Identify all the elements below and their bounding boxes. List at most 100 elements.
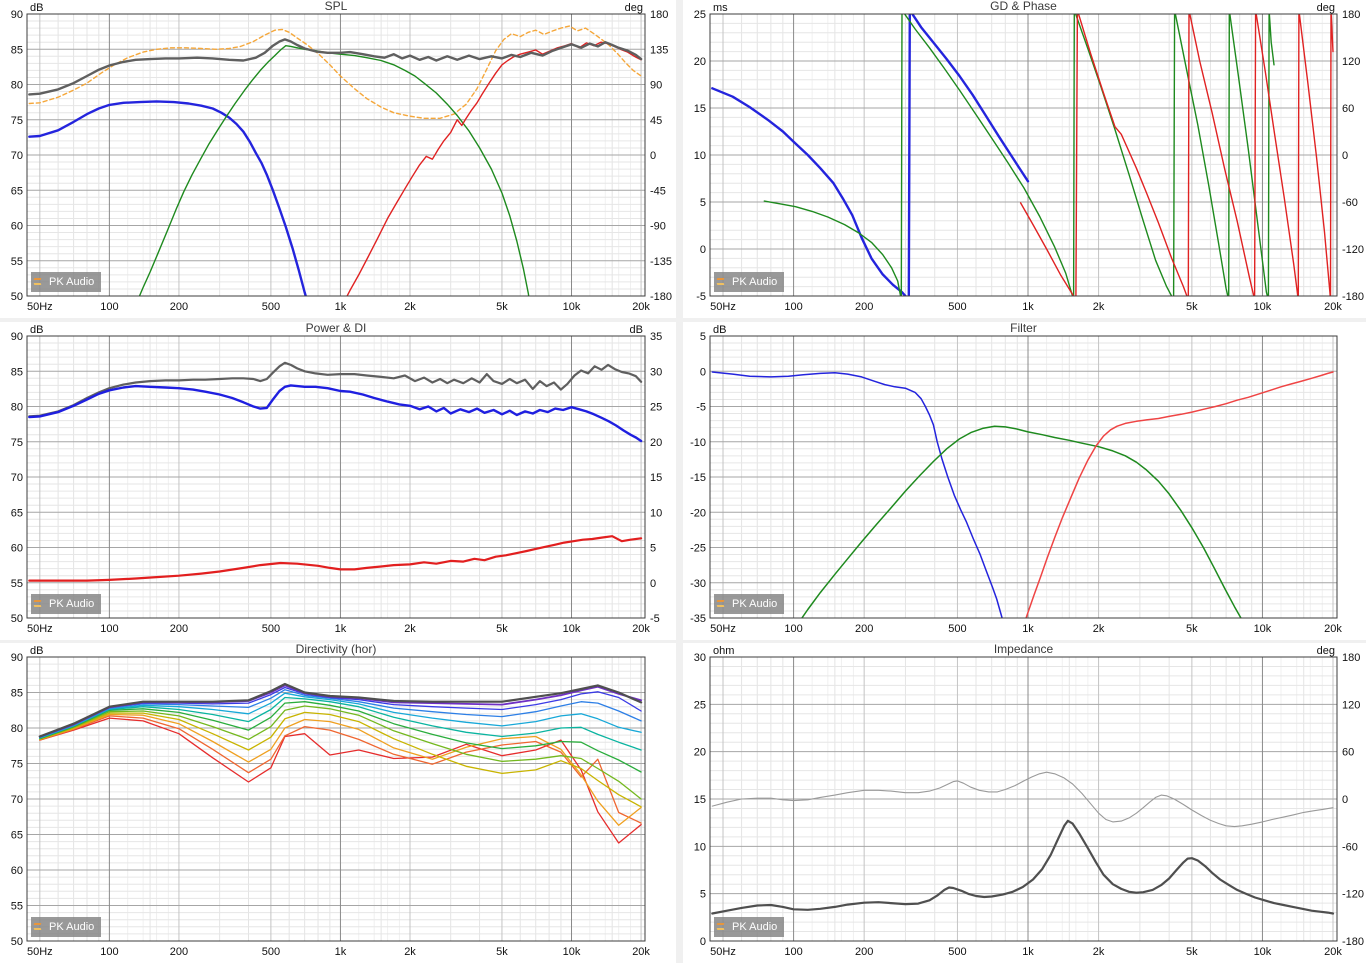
- svg-text:15: 15: [694, 103, 706, 115]
- filter-chart-panel: 5 0 -5 -10 -15 -20 -25 -30 -35 50Hz 100 200 500 1k 2k 5…: [683, 322, 1366, 640]
- pk-audio-logo-icon: [33, 598, 45, 610]
- svg-text:-5: -5: [696, 291, 706, 303]
- svg-text:0: 0: [700, 244, 706, 256]
- svg-text:5: 5: [700, 331, 706, 343]
- watermark-label: PK Audio: [732, 921, 778, 933]
- svg-text:-25: -25: [690, 543, 706, 555]
- svg-text:100: 100: [100, 623, 118, 635]
- svg-text:75: 75: [11, 115, 23, 127]
- svg-text:SPL: SPL: [325, 0, 348, 13]
- directivity-chart: 90 85 80 75 70 65 60 55 50 50Hz 100 200 500 1k 2k 5k 10k…: [11, 643, 651, 958]
- watermark-label: PK Audio: [732, 598, 778, 610]
- watermark: PK Audio: [714, 272, 785, 292]
- svg-text:500: 500: [948, 301, 966, 313]
- svg-text:20k: 20k: [632, 623, 650, 635]
- svg-text:-60: -60: [1342, 841, 1358, 853]
- svg-text:0: 0: [650, 150, 656, 162]
- svg-text:100: 100: [784, 623, 802, 635]
- svg-text:60: 60: [1342, 747, 1354, 759]
- svg-text:90: 90: [650, 80, 662, 92]
- impedance-chart-panel: 30 180 25 120 20 60 15 0 10 -60 5 -120 0 -180 50Hz 100 2…: [683, 643, 1366, 963]
- svg-text:20: 20: [694, 747, 706, 759]
- svg-text:dB: dB: [30, 324, 43, 336]
- svg-text:0: 0: [1342, 794, 1348, 806]
- directivity-chart-panel: 90 85 80 75 70 65 60 55 50 50Hz 100 200 500 1k 2k 5k 10k…: [0, 643, 676, 963]
- svg-text:GD & Phase: GD & Phase: [990, 0, 1057, 13]
- svg-text:2k: 2k: [404, 946, 416, 958]
- svg-text:85: 85: [11, 366, 23, 378]
- svg-text:deg: deg: [1317, 2, 1335, 14]
- svg-text:30: 30: [694, 652, 706, 664]
- watermark: PK Audio: [31, 272, 102, 292]
- svg-text:55: 55: [11, 901, 23, 913]
- svg-text:20k: 20k: [632, 946, 650, 958]
- svg-text:10: 10: [650, 507, 662, 519]
- svg-text:100: 100: [100, 301, 118, 313]
- watermark: PK Audio: [31, 917, 102, 937]
- svg-text:50: 50: [11, 936, 23, 948]
- svg-text:65: 65: [11, 507, 23, 519]
- svg-text:dB: dB: [30, 645, 43, 657]
- svg-text:65: 65: [11, 830, 23, 842]
- svg-text:100: 100: [100, 946, 118, 958]
- svg-text:120: 120: [1342, 56, 1360, 68]
- svg-text:10k: 10k: [1254, 623, 1272, 635]
- pk-audio-logo-icon: [33, 276, 45, 288]
- svg-text:1k: 1k: [1022, 301, 1034, 313]
- svg-text:90: 90: [11, 331, 23, 343]
- svg-text:100: 100: [784, 301, 802, 313]
- svg-text:20k: 20k: [1324, 301, 1342, 313]
- svg-text:50Hz: 50Hz: [710, 623, 736, 635]
- svg-text:55: 55: [11, 578, 23, 590]
- svg-text:500: 500: [262, 623, 280, 635]
- svg-text:1k: 1k: [1022, 623, 1034, 635]
- svg-text:60: 60: [11, 865, 23, 877]
- svg-text:180: 180: [1342, 9, 1360, 21]
- pk-audio-logo-icon: [716, 921, 728, 933]
- svg-text:20: 20: [650, 437, 662, 449]
- svg-text:5k: 5k: [496, 301, 508, 313]
- svg-text:ms: ms: [713, 2, 728, 14]
- watermark: PK Audio: [714, 917, 785, 937]
- svg-text:70: 70: [11, 150, 23, 162]
- svg-text:dB: dB: [630, 324, 643, 336]
- svg-text:Impedance: Impedance: [994, 643, 1054, 656]
- svg-text:10: 10: [694, 150, 706, 162]
- svg-text:35: 35: [650, 331, 662, 343]
- svg-text:85: 85: [11, 688, 23, 700]
- svg-text:25: 25: [650, 402, 662, 414]
- svg-text:20k: 20k: [632, 301, 650, 313]
- svg-text:180: 180: [650, 9, 668, 21]
- svg-text:Filter: Filter: [1010, 322, 1037, 335]
- svg-text:50Hz: 50Hz: [710, 301, 736, 313]
- svg-text:500: 500: [948, 946, 966, 958]
- svg-text:ohm: ohm: [713, 645, 734, 657]
- svg-text:200: 200: [170, 623, 188, 635]
- svg-text:200: 200: [855, 623, 873, 635]
- svg-text:-180: -180: [650, 291, 672, 303]
- spl-chart-panel: 90 180 85 135 80 90 75 45 70 0 65 -45 60 -90 55 -135 50 -…: [0, 0, 676, 318]
- svg-text:85: 85: [11, 44, 23, 56]
- svg-text:15: 15: [694, 794, 706, 806]
- impedance-chart: 30 180 25 120 20 60 15 0 10 -60 5 -120 0 -180 50Hz 100 2…: [694, 643, 1364, 958]
- svg-text:-45: -45: [650, 185, 666, 197]
- svg-text:180: 180: [1342, 652, 1360, 664]
- svg-text:5k: 5k: [496, 946, 508, 958]
- svg-text:100: 100: [784, 946, 802, 958]
- svg-text:-120: -120: [1342, 244, 1364, 256]
- svg-text:50Hz: 50Hz: [710, 946, 736, 958]
- svg-text:2k: 2k: [404, 301, 416, 313]
- svg-text:70: 70: [11, 794, 23, 806]
- svg-text:-120: -120: [1342, 889, 1364, 901]
- svg-text:-30: -30: [690, 578, 706, 590]
- svg-text:20: 20: [694, 56, 706, 68]
- svg-text:-90: -90: [650, 221, 666, 233]
- svg-text:80: 80: [11, 402, 23, 414]
- svg-text:25: 25: [694, 699, 706, 711]
- svg-text:5: 5: [700, 889, 706, 901]
- svg-text:5k: 5k: [1186, 301, 1198, 313]
- svg-text:dB: dB: [30, 2, 43, 14]
- svg-text:20k: 20k: [1324, 623, 1342, 635]
